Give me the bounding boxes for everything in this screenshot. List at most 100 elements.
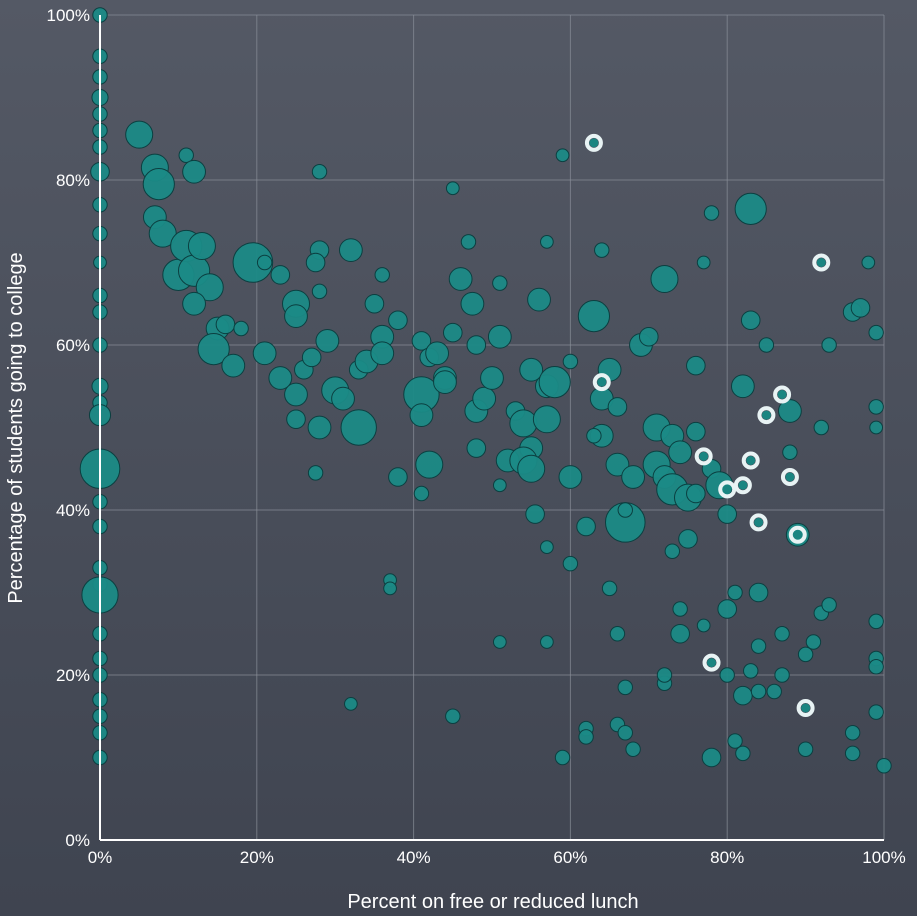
highlighted-point-core xyxy=(722,484,732,494)
data-point xyxy=(233,320,249,337)
x-tick-label: 20% xyxy=(240,848,274,867)
data-point xyxy=(331,386,355,411)
y-tick-label: 20% xyxy=(56,666,90,685)
highlighted-point-core xyxy=(699,451,709,461)
data-point xyxy=(876,758,892,774)
highlighted-point xyxy=(592,373,611,392)
grid-lines xyxy=(100,14,885,840)
data-point xyxy=(466,335,487,355)
highlighted-point-core xyxy=(738,480,748,490)
highlighted-point-core xyxy=(777,390,787,399)
data-point xyxy=(178,147,194,163)
data-point xyxy=(586,428,602,444)
data-point xyxy=(460,291,485,316)
data-point xyxy=(487,324,512,349)
data-point xyxy=(735,745,751,762)
data-point xyxy=(270,265,291,285)
data-point xyxy=(517,454,546,483)
data-point xyxy=(774,626,790,642)
data-point xyxy=(492,635,507,649)
data-point xyxy=(252,341,277,366)
highlighted-point xyxy=(773,385,792,404)
data-point xyxy=(187,232,216,260)
highlighted-point-core xyxy=(761,410,771,420)
data-point xyxy=(609,626,626,642)
data-point xyxy=(480,366,504,390)
data-point xyxy=(268,366,293,390)
data-point xyxy=(525,504,545,524)
data-point xyxy=(411,331,432,351)
data-point xyxy=(727,733,743,749)
data-point xyxy=(388,467,408,487)
data-point xyxy=(562,555,579,572)
data-point xyxy=(558,465,583,489)
data-point xyxy=(532,405,561,434)
data-point xyxy=(844,725,861,741)
data-point xyxy=(743,663,759,679)
data-point xyxy=(413,485,430,502)
data-point xyxy=(286,409,306,430)
data-point xyxy=(555,148,570,163)
data-point xyxy=(472,386,497,411)
data-point xyxy=(672,601,688,617)
data-point xyxy=(686,421,706,442)
data-point xyxy=(605,452,630,477)
data-point xyxy=(527,287,551,312)
data-point xyxy=(443,322,463,343)
highlighted-point-core xyxy=(816,258,826,267)
data-point xyxy=(625,741,641,757)
x-axis-title: Percent on free or reduced lunch xyxy=(347,891,638,913)
data-point xyxy=(766,683,782,700)
data-point xyxy=(182,291,206,316)
data-point xyxy=(578,729,594,745)
data-point xyxy=(686,355,706,376)
data-point xyxy=(750,683,767,700)
data-point xyxy=(370,341,395,366)
data-point xyxy=(340,409,377,446)
data-point xyxy=(696,618,711,633)
data-point xyxy=(797,646,814,663)
data-point xyxy=(577,300,611,333)
data-point xyxy=(301,347,322,368)
highlighted-point-core xyxy=(785,472,795,482)
data-point xyxy=(466,438,487,458)
data-point xyxy=(256,254,273,271)
highlighted-point xyxy=(788,525,807,544)
data-point xyxy=(650,265,679,293)
highlighted-point xyxy=(812,253,831,272)
highlighted-point xyxy=(584,133,603,152)
x-tick-label: 40% xyxy=(397,848,431,867)
data-point xyxy=(492,275,508,291)
data-point xyxy=(601,580,618,597)
data-point xyxy=(664,543,681,559)
data-point xyxy=(307,415,332,440)
data-point xyxy=(750,638,767,654)
highlighted-point xyxy=(694,447,713,466)
data-point xyxy=(519,357,544,382)
highlighted-point-core xyxy=(801,703,811,713)
data-point xyxy=(748,582,769,603)
data-point xyxy=(740,310,761,331)
y-tick-label: 40% xyxy=(56,501,90,520)
data-point xyxy=(195,273,224,302)
x-tick-label: 0% xyxy=(88,848,113,867)
data-point xyxy=(315,328,340,353)
data-point xyxy=(686,483,706,504)
data-point xyxy=(338,238,363,263)
data-point xyxy=(415,450,444,479)
y-tick-label: 0% xyxy=(65,831,90,850)
y-tick-labels: 0% 20% 40% 60% 80% 100% xyxy=(47,6,90,850)
data-point xyxy=(142,168,175,201)
highlighted-point-core xyxy=(707,658,717,668)
data-point xyxy=(734,192,767,225)
highlighted-point xyxy=(733,476,752,495)
data-point xyxy=(621,465,646,489)
data-point xyxy=(311,164,328,180)
data-point xyxy=(433,370,457,395)
highlighted-point xyxy=(780,468,799,486)
data-point xyxy=(182,159,206,184)
data-point xyxy=(869,420,884,435)
highlighted-point-core xyxy=(589,138,599,148)
data-point xyxy=(717,504,738,524)
